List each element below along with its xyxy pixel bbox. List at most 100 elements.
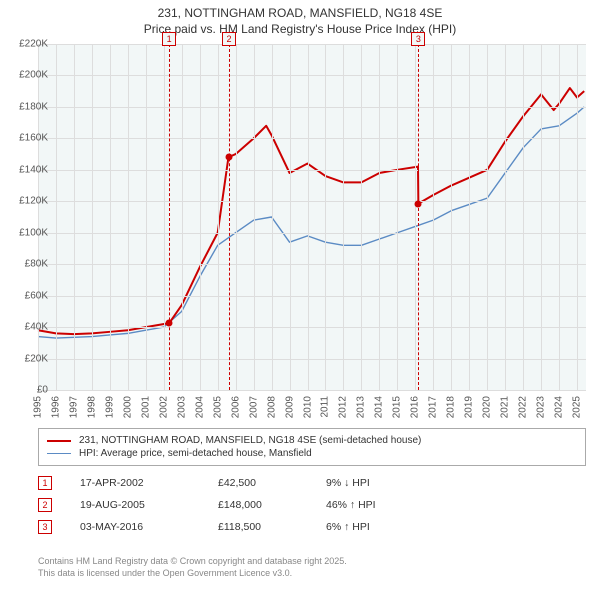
gridline-v xyxy=(487,44,488,390)
gridline-v xyxy=(128,44,129,390)
y-axis-label: £140K xyxy=(4,164,48,175)
y-axis-label: £200K xyxy=(4,70,48,81)
event-number-box: 1 xyxy=(38,476,52,490)
x-axis-label: 2000 xyxy=(122,396,133,418)
event-number-box: 2 xyxy=(38,498,52,512)
events-table: 117-APR-2002£42,5009% ↓ HPI219-AUG-2005£… xyxy=(38,472,586,538)
event-dot xyxy=(166,320,173,327)
title-block: 231, NOTTINGHAM ROAD, MANSFIELD, NG18 4S… xyxy=(0,0,600,37)
x-axis-label: 2019 xyxy=(464,396,475,418)
gridline-v xyxy=(325,44,326,390)
gridline-h xyxy=(38,359,586,360)
gridline-v xyxy=(397,44,398,390)
event-pct: 46% ↑ HPI xyxy=(326,499,406,511)
gridline-h xyxy=(38,201,586,202)
gridline-h xyxy=(38,390,586,391)
event-row: 303-MAY-2016£118,5006% ↑ HPI xyxy=(38,516,586,538)
footnote-line2: This data is licensed under the Open Gov… xyxy=(38,568,347,580)
gridline-v xyxy=(559,44,560,390)
gridline-h xyxy=(38,44,586,45)
gridline-h xyxy=(38,233,586,234)
gridline-h xyxy=(38,107,586,108)
y-axis-label: £100K xyxy=(4,227,48,238)
event-marker-box: 3 xyxy=(411,32,425,46)
y-axis-label: £120K xyxy=(4,196,48,207)
x-axis-label: 2003 xyxy=(176,396,187,418)
gridline-v xyxy=(236,44,237,390)
gridline-v xyxy=(272,44,273,390)
x-axis-label: 1996 xyxy=(50,396,61,418)
x-axis-label: 2015 xyxy=(392,396,403,418)
y-axis-label: £0 xyxy=(4,385,48,396)
x-axis-label: 2008 xyxy=(266,396,277,418)
gridline-v xyxy=(218,44,219,390)
legend-swatch-hpi xyxy=(47,453,71,454)
gridline-h xyxy=(38,264,586,265)
x-axis-label: 2001 xyxy=(140,396,151,418)
x-axis-label: 1995 xyxy=(33,396,44,418)
x-axis-label: 2010 xyxy=(302,396,313,418)
gridline-h xyxy=(38,138,586,139)
x-axis-label: 1999 xyxy=(104,396,115,418)
gridline-h xyxy=(38,296,586,297)
legend-box: 231, NOTTINGHAM ROAD, MANSFIELD, NG18 4S… xyxy=(38,428,586,466)
x-axis-label: 2012 xyxy=(338,396,349,418)
gridline-v xyxy=(182,44,183,390)
x-axis-label: 2016 xyxy=(410,396,421,418)
gridline-v xyxy=(577,44,578,390)
gridline-v xyxy=(343,44,344,390)
event-line xyxy=(229,44,230,390)
title-line1: 231, NOTTINGHAM ROAD, MANSFIELD, NG18 4S… xyxy=(0,6,600,22)
x-axis-label: 2018 xyxy=(446,396,457,418)
event-row: 117-APR-2002£42,5009% ↓ HPI xyxy=(38,472,586,494)
event-row: 2 19-AUG-2005 £148,000 46% ↑ HPI xyxy=(38,494,586,516)
x-axis-label: 2021 xyxy=(500,396,511,418)
gridline-v xyxy=(361,44,362,390)
event-line xyxy=(169,44,170,390)
x-axis-label: 2009 xyxy=(284,396,295,418)
gridline-v xyxy=(469,44,470,390)
event-number-box: 3 xyxy=(38,520,52,534)
chart-plot-area: 123 xyxy=(38,44,586,390)
gridline-v xyxy=(146,44,147,390)
legend-swatch-property xyxy=(47,440,71,442)
gridline-h xyxy=(38,327,586,328)
x-axis-label: 2014 xyxy=(374,396,385,418)
title-line2: Price paid vs. HM Land Registry's House … xyxy=(0,22,600,38)
y-axis-label: £160K xyxy=(4,133,48,144)
x-axis-label: 2002 xyxy=(158,396,169,418)
legend-label-property: 231, NOTTINGHAM ROAD, MANSFIELD, NG18 4S… xyxy=(79,435,421,446)
gridline-v xyxy=(451,44,452,390)
event-date: 17-APR-2002 xyxy=(80,477,190,489)
gridline-h xyxy=(38,75,586,76)
event-date: 19-AUG-2005 xyxy=(80,499,190,511)
gridline-v xyxy=(541,44,542,390)
gridline-v xyxy=(254,44,255,390)
legend-label-hpi: HPI: Average price, semi-detached house,… xyxy=(79,448,312,459)
legend-row-hpi: HPI: Average price, semi-detached house,… xyxy=(47,447,577,460)
x-axis-label: 2025 xyxy=(572,396,583,418)
chart-lines-svg xyxy=(38,44,586,390)
y-axis-label: £180K xyxy=(4,101,48,112)
x-axis-label: 2024 xyxy=(554,396,565,418)
gridline-v xyxy=(379,44,380,390)
gridline-v xyxy=(92,44,93,390)
event-price: £148,000 xyxy=(218,499,298,511)
event-pct: 6% ↑ HPI xyxy=(326,521,406,533)
x-axis-label: 2006 xyxy=(230,396,241,418)
x-axis-label: 2007 xyxy=(248,396,259,418)
footnote: Contains HM Land Registry data © Crown c… xyxy=(38,556,347,579)
gridline-v xyxy=(110,44,111,390)
chart-container: 231, NOTTINGHAM ROAD, MANSFIELD, NG18 4S… xyxy=(0,0,600,590)
footnote-line1: Contains HM Land Registry data © Crown c… xyxy=(38,556,347,568)
x-axis-label: 2022 xyxy=(518,396,529,418)
x-axis-label: 1998 xyxy=(86,396,97,418)
legend-row-property: 231, NOTTINGHAM ROAD, MANSFIELD, NG18 4S… xyxy=(47,434,577,447)
x-axis-label: 2013 xyxy=(356,396,367,418)
gridline-v xyxy=(308,44,309,390)
x-axis-label: 2005 xyxy=(212,396,223,418)
event-marker-box: 1 xyxy=(162,32,176,46)
x-axis-label: 2011 xyxy=(320,396,331,418)
x-axis-label: 1997 xyxy=(68,396,79,418)
x-axis-label: 2017 xyxy=(428,396,439,418)
